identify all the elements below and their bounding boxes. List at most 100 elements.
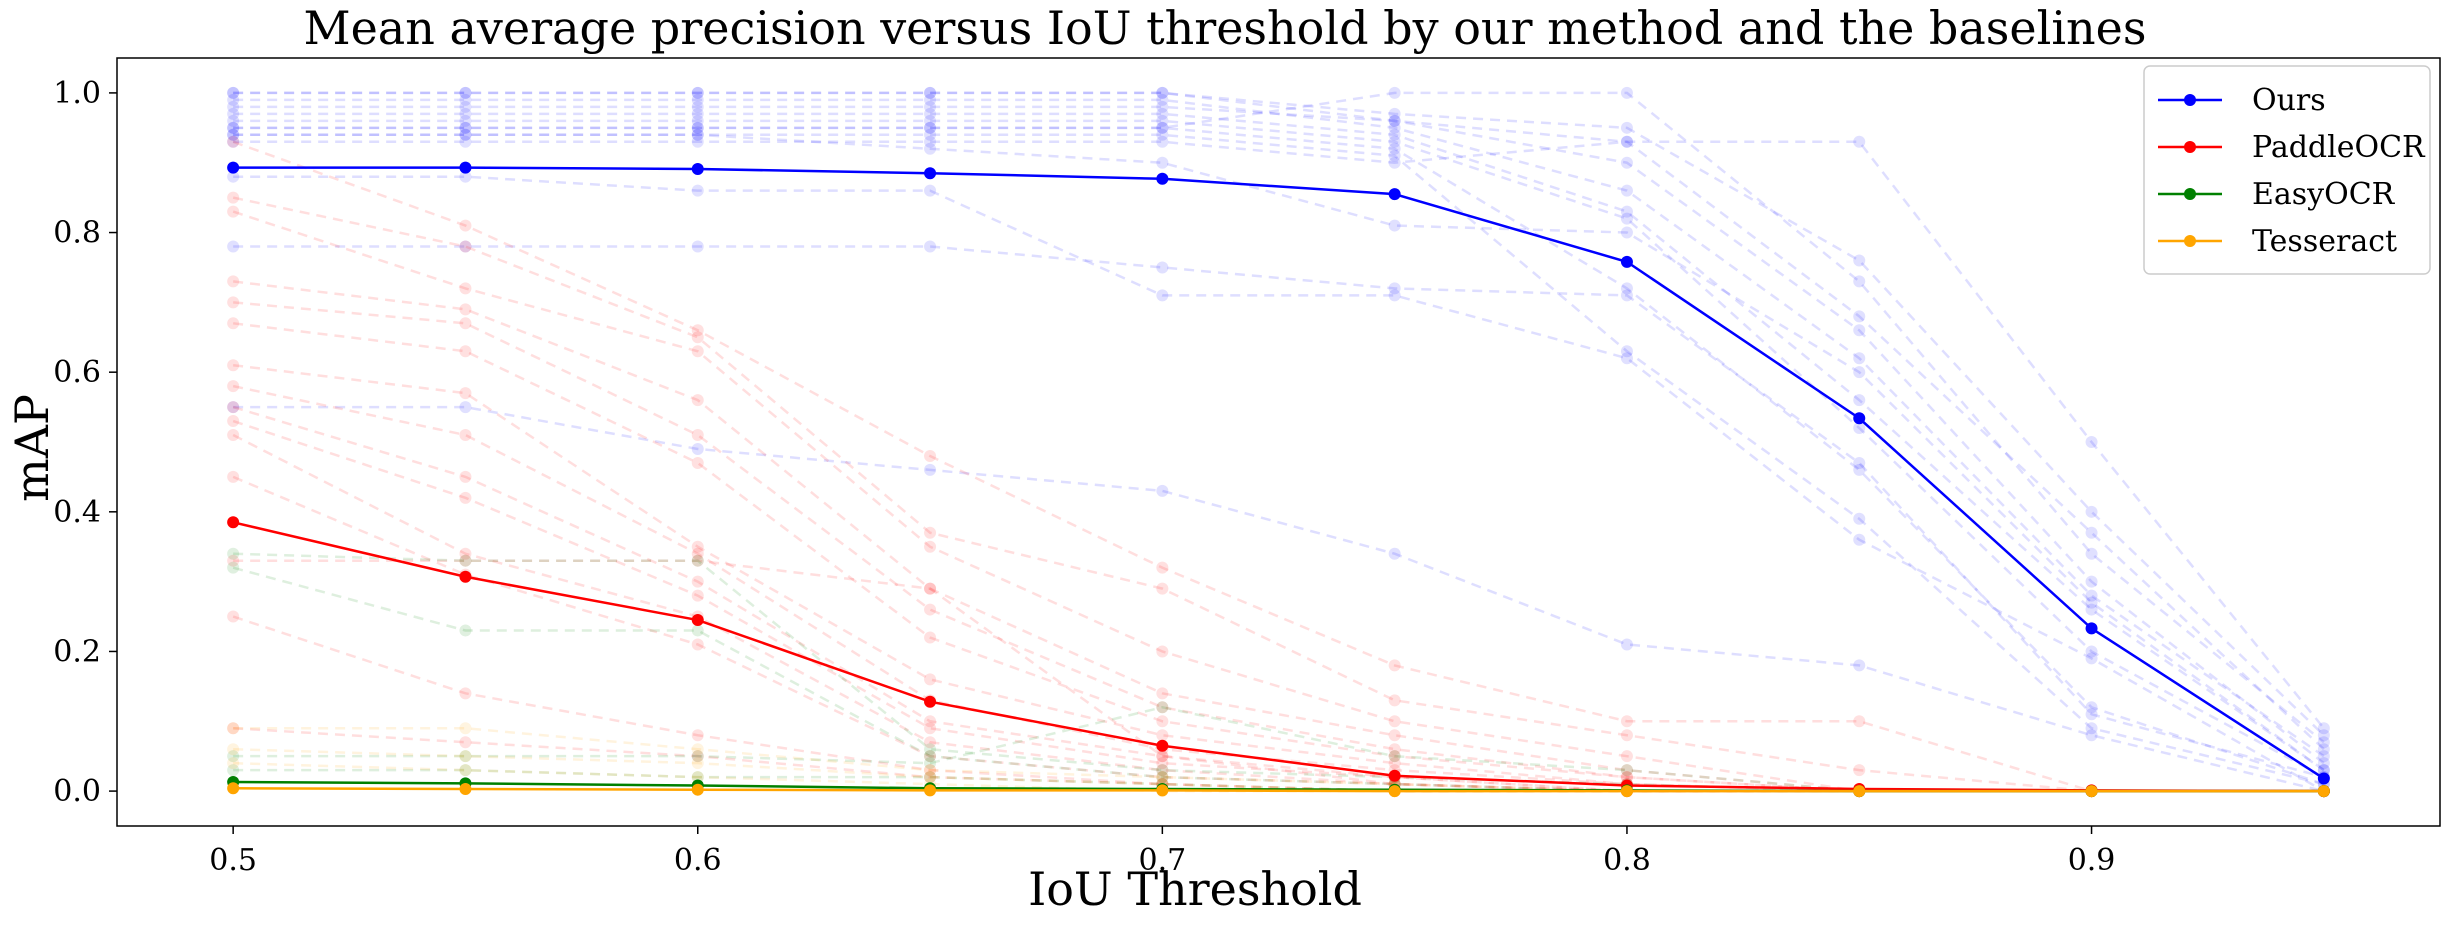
x-tick-label: 0.7	[1138, 843, 1186, 878]
background-run-point	[1853, 764, 1866, 777]
background-run-point	[1853, 533, 1866, 546]
background-run-point	[1620, 184, 1633, 197]
background-run-point	[1388, 156, 1401, 169]
background-run-point	[1388, 743, 1401, 756]
background-run-point	[691, 456, 704, 469]
background-run-point	[227, 415, 240, 428]
background-run-point	[2085, 575, 2098, 588]
background-run-point	[1620, 226, 1633, 239]
background-run-point	[2085, 708, 2098, 721]
background-run-point	[1388, 135, 1401, 148]
background-run-point	[227, 722, 240, 735]
series-point-tesseract	[1853, 785, 1866, 798]
background-run-point	[1156, 757, 1169, 770]
background-run-line	[233, 91, 2325, 744]
background-run-point	[227, 205, 240, 218]
series-point-tesseract	[459, 782, 472, 795]
background-run-point	[1620, 352, 1633, 365]
series-line-paddleocr	[232, 521, 2324, 793]
y-tick-label: 0.6	[53, 355, 101, 390]
background-run-point	[1853, 659, 1866, 672]
background-run-point	[691, 345, 704, 358]
background-run-point	[227, 380, 240, 393]
background-run-point	[227, 429, 240, 442]
background-run-point	[1853, 275, 1866, 288]
background-run-point	[691, 86, 704, 99]
background-run-point	[1388, 282, 1401, 295]
background-run-point	[691, 128, 704, 141]
background-run-point	[1156, 261, 1169, 274]
background-run-point	[1620, 771, 1633, 784]
background-run-point	[2085, 652, 2098, 665]
background-run-point	[227, 114, 240, 127]
background-run-point	[227, 722, 240, 735]
series-point-paddleocr	[227, 516, 240, 529]
background-run-point	[227, 470, 240, 483]
background-run-point	[459, 240, 472, 253]
background-run-point	[924, 771, 937, 784]
background-run-point	[1853, 310, 1866, 323]
background-run-point	[691, 184, 704, 197]
background-run-point	[2085, 701, 2098, 714]
background-run-point	[691, 442, 704, 455]
background-run-point	[2317, 722, 2330, 735]
background-run-point	[691, 554, 704, 567]
background-run-point	[227, 135, 240, 148]
background-run-point	[1156, 764, 1169, 777]
background-run-point	[691, 547, 704, 560]
background-run-point	[459, 387, 472, 400]
background-run-point	[1156, 86, 1169, 99]
background-run-point	[924, 603, 937, 616]
legend-label: EasyOCR	[2252, 177, 2396, 212]
background-run-point	[691, 114, 704, 127]
background-run-point	[459, 736, 472, 749]
background-run-point	[924, 135, 937, 148]
background-run-point	[459, 170, 472, 183]
series-point-tesseract	[1620, 785, 1633, 798]
background-run-point	[924, 526, 937, 539]
background-run-point	[459, 303, 472, 316]
background-run-point	[1156, 771, 1169, 784]
background-run-line	[232, 196, 2324, 793]
background-run-point	[1620, 771, 1633, 784]
background-run-point	[924, 750, 937, 763]
background-run-point	[691, 540, 704, 553]
series-point-tesseract	[1388, 785, 1401, 798]
y-tick-label: 0.2	[53, 634, 101, 669]
legend-swatch-marker	[2184, 188, 2196, 200]
background-run-point	[1853, 456, 1866, 469]
background-run-point	[1388, 114, 1401, 127]
background-run-point	[1156, 128, 1169, 141]
background-run-point	[1156, 750, 1169, 763]
background-run-point	[1853, 135, 1866, 148]
background-run-point	[227, 121, 240, 134]
plot-frame	[116, 57, 2441, 827]
x-axis-ticks: 0.5 0.6 0.7 0.8 0.9	[209, 826, 2115, 878]
background-run-point	[1388, 121, 1401, 134]
background-run-point	[459, 750, 472, 763]
background-run-point	[1156, 114, 1169, 127]
background-run-line	[233, 727, 2324, 793]
background-run-point	[459, 107, 472, 120]
background-run-point	[924, 128, 937, 141]
series-point-ours	[227, 161, 240, 174]
background-run-point	[1156, 107, 1169, 120]
background-run-point	[459, 128, 472, 141]
background-run-point	[459, 687, 472, 700]
x-tick-label: 0.5	[209, 843, 257, 878]
legend-swatch-marker	[2184, 141, 2196, 153]
background-run-line	[233, 405, 2325, 793]
background-run-point	[924, 240, 937, 253]
series-point-ours	[2317, 772, 2330, 785]
background-run-point	[924, 449, 937, 462]
background-run-point	[924, 107, 937, 120]
background-run-point	[1156, 764, 1169, 777]
background-run-line	[233, 140, 2325, 730]
background-run-point	[459, 547, 472, 560]
background-run-line	[233, 91, 2325, 737]
background-run-line	[232, 475, 2324, 793]
series-point-tesseract	[2317, 785, 2330, 798]
background-run-point	[924, 582, 937, 595]
background-run-point	[1156, 701, 1169, 714]
